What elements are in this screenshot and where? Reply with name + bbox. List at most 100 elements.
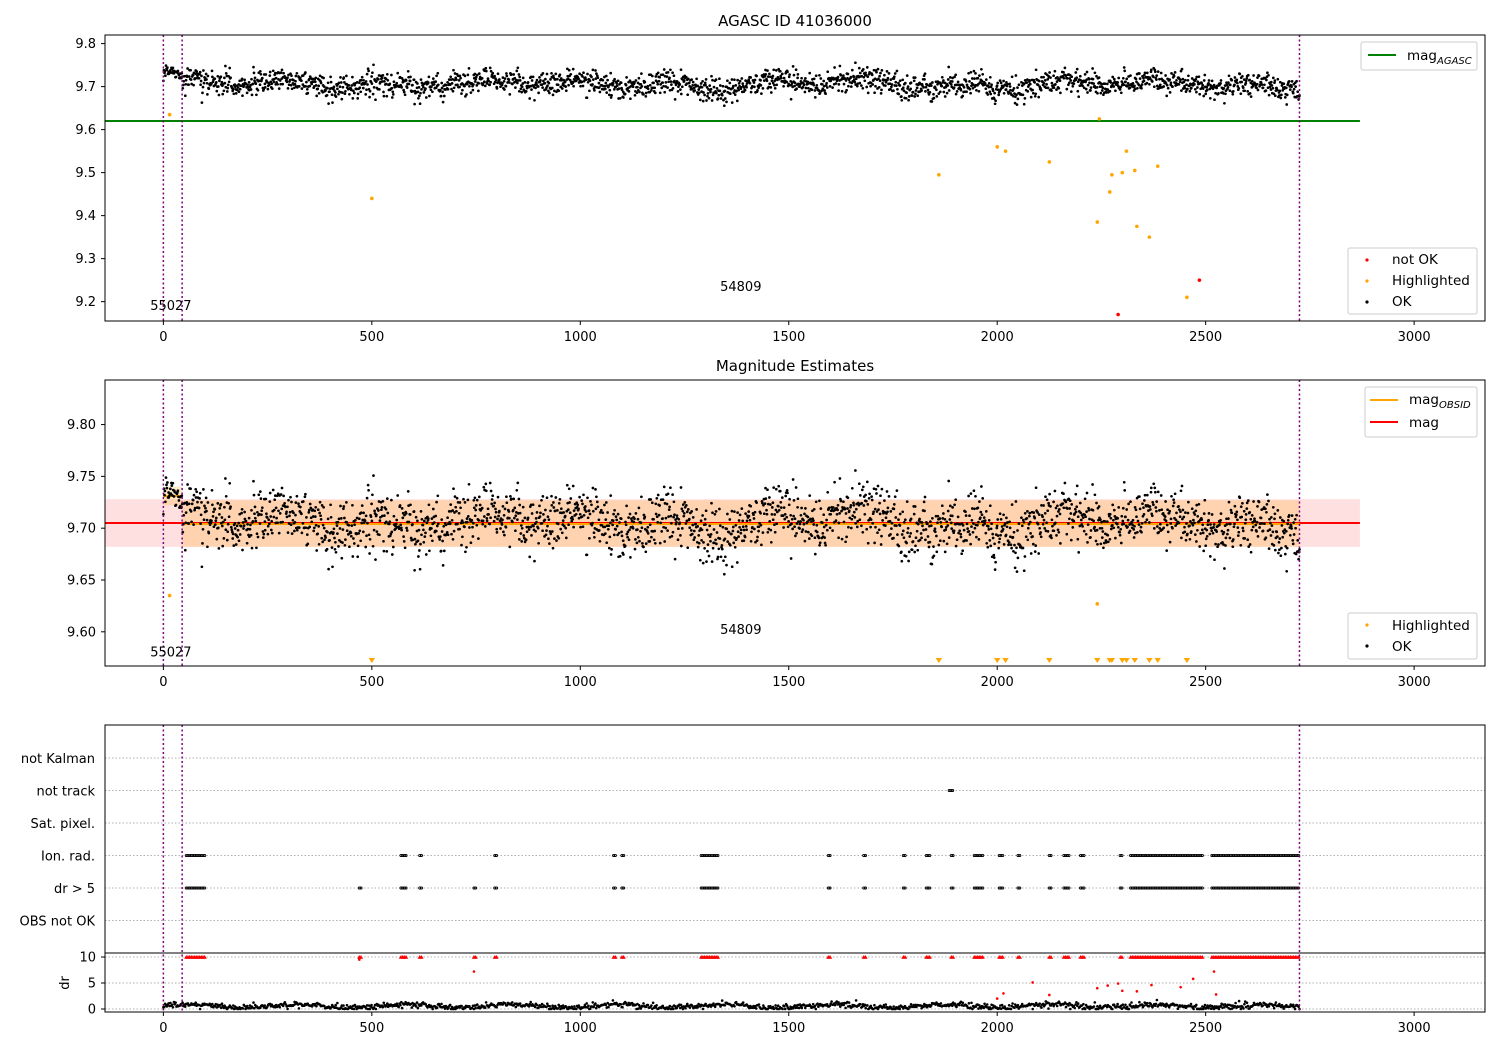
ok-point [218, 513, 221, 516]
ok-point [1008, 526, 1012, 530]
flag-point [1170, 853, 1174, 858]
ok-point [1278, 516, 1282, 519]
out-of-range-marker [368, 658, 376, 663]
ok-point [571, 484, 575, 488]
ok-point [571, 517, 575, 521]
ok-point [317, 542, 321, 546]
ok-point [1285, 93, 1289, 97]
annotation-54809: 54809 [720, 623, 761, 638]
ok-point [831, 506, 835, 509]
ok-point [768, 496, 771, 499]
ok-point [1142, 73, 1146, 77]
ok-point [849, 85, 853, 88]
ok-point [1043, 527, 1047, 530]
ok-point [1197, 502, 1201, 506]
ok-point [813, 96, 817, 99]
ok-point [1063, 481, 1067, 485]
flag-point [1082, 886, 1086, 890]
ok-point [924, 538, 927, 542]
ok-point [1202, 79, 1206, 82]
ok-point [278, 79, 282, 82]
ok-point [343, 543, 347, 547]
ok-point [929, 520, 932, 523]
flag-point [1001, 886, 1005, 890]
ok-point [858, 518, 862, 522]
ok-point [411, 83, 414, 87]
ok-point [970, 525, 973, 528]
ok-point [857, 66, 861, 70]
ok-point [1084, 87, 1088, 91]
panel-2-axes: 9.609.659.709.759.800 500 1000 1500 2000 2500… [67, 418, 1431, 690]
ok-point [972, 69, 976, 73]
ok-point [197, 506, 201, 510]
ok-point [551, 546, 555, 550]
ok-point [405, 86, 409, 89]
ok-point [388, 520, 392, 524]
ok-point [670, 521, 673, 525]
ok-point [1042, 504, 1045, 507]
ok-point [516, 518, 519, 521]
ok-point [370, 502, 373, 506]
ok-point [1028, 520, 1032, 524]
ok-point [440, 518, 444, 521]
ok-point [528, 97, 532, 100]
ok-point [728, 543, 732, 547]
ok-point [279, 521, 283, 524]
ok-point [738, 513, 742, 517]
ok-point [644, 95, 648, 98]
ok-point [1064, 74, 1068, 78]
ok-point [518, 75, 522, 79]
ok-point [874, 487, 878, 491]
ok-point [661, 81, 664, 84]
ok-point [1186, 511, 1190, 515]
ok-point [812, 77, 816, 81]
ok-point [334, 540, 337, 544]
ok-point [1093, 71, 1097, 75]
ok-point [1026, 90, 1030, 93]
ok-point [625, 504, 628, 508]
ok-point [489, 69, 493, 73]
ok-point [518, 503, 522, 507]
flag-point [1139, 853, 1143, 858]
ok-point [728, 92, 732, 96]
panel-2-title: Magnitude Estimates [716, 357, 874, 375]
ok-point [866, 91, 870, 95]
ok-point [654, 502, 658, 506]
ok-point [212, 510, 215, 514]
ok-point [1069, 90, 1073, 93]
ok-point [1246, 90, 1250, 93]
ok-point [744, 512, 747, 515]
ok-point [428, 94, 431, 98]
ok-point [1291, 542, 1295, 546]
ok-point [1158, 77, 1161, 81]
ok-point [289, 523, 293, 527]
ok-point [945, 542, 949, 546]
legend-lower-agasc: not OK Highlighted OK [1347, 247, 1478, 315]
ok-point [494, 78, 498, 82]
ok-point [692, 529, 696, 533]
ok-point [246, 83, 249, 87]
ok-point [1196, 514, 1200, 518]
ok-point [703, 93, 706, 97]
ok-point [680, 85, 684, 89]
ok-point [300, 87, 304, 90]
ok-point [1036, 83, 1040, 87]
flag-point [1185, 853, 1189, 858]
ok-point [530, 88, 533, 91]
flag-point [1145, 886, 1149, 890]
ok-point [813, 552, 817, 556]
ok-point [1119, 527, 1123, 531]
ok-point [898, 524, 902, 527]
ok-point [527, 528, 531, 531]
ok-point [807, 537, 811, 540]
ok-point [1273, 81, 1276, 85]
ok-point [1040, 75, 1043, 79]
ok-point [1023, 511, 1027, 515]
flag-point [712, 886, 717, 890]
ok-point [427, 503, 431, 507]
ok-point [332, 85, 336, 89]
ok-point [254, 519, 258, 523]
ok-point [595, 72, 598, 75]
ok-point [753, 510, 757, 514]
ok-point [163, 69, 167, 73]
